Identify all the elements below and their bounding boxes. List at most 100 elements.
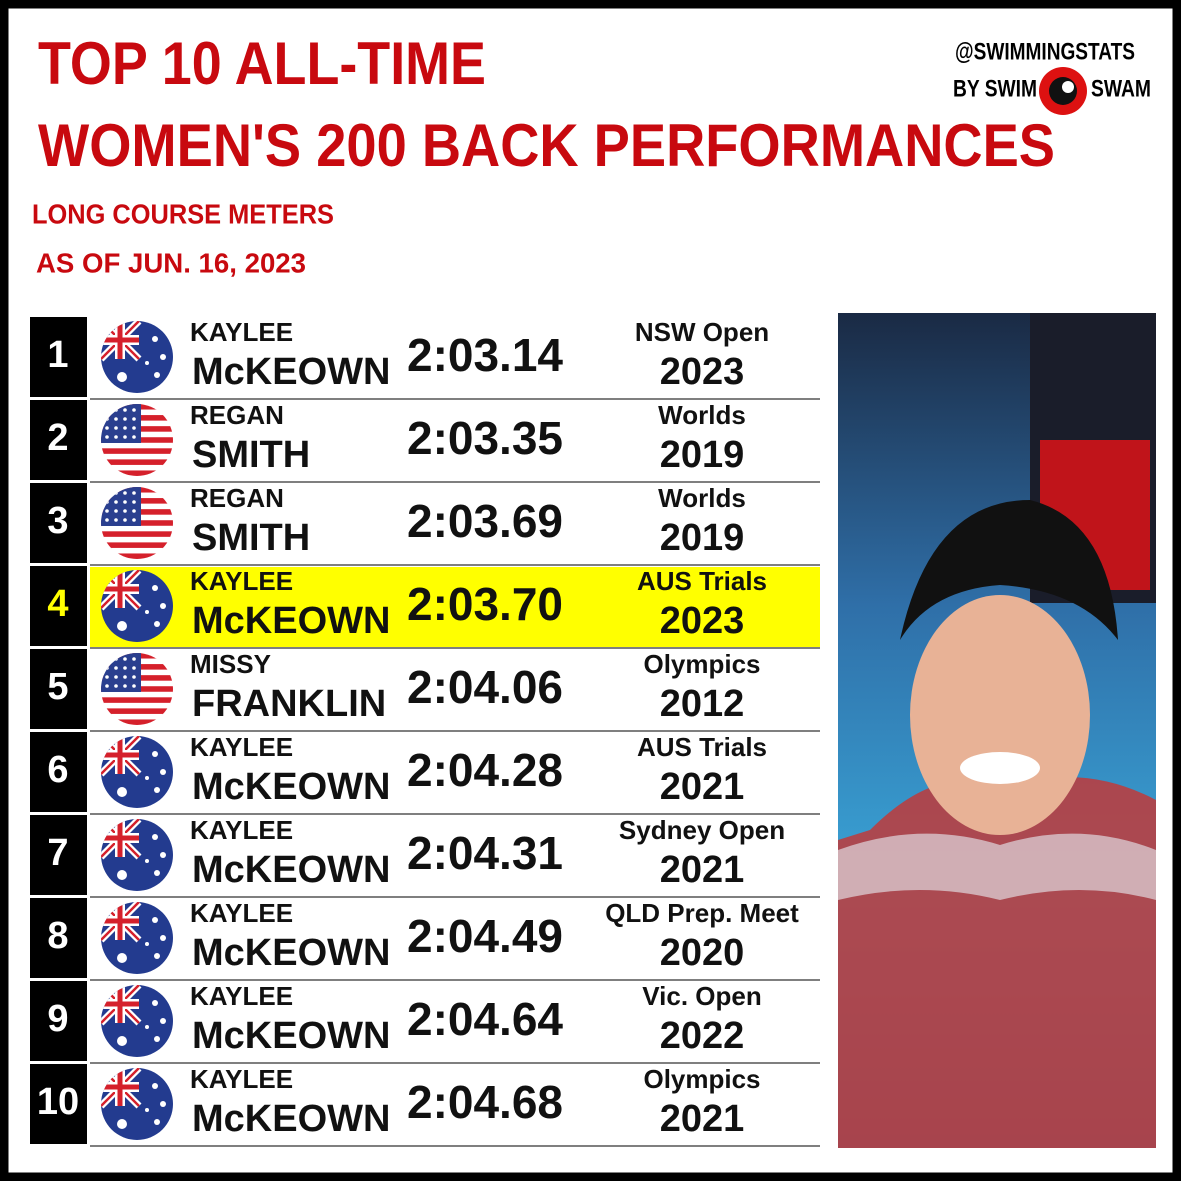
flag-star xyxy=(114,509,118,513)
flag-star xyxy=(117,953,127,963)
year: 2020 xyxy=(660,932,745,974)
flag-star xyxy=(132,666,136,670)
meet: Sydney Open xyxy=(619,815,785,845)
flag-star xyxy=(117,621,127,631)
flag-star xyxy=(114,500,118,504)
rank: 5 xyxy=(47,666,68,708)
last-name: McKEOWN xyxy=(192,351,390,393)
flag-stripe xyxy=(101,713,173,720)
meet: Worlds xyxy=(658,483,746,513)
flag-stripe xyxy=(101,442,173,449)
flag-icon xyxy=(101,653,173,725)
flag-star xyxy=(145,1025,149,1029)
row-bg xyxy=(90,899,820,979)
flag-star xyxy=(117,1119,127,1129)
flag-cross xyxy=(101,835,139,841)
rank-box xyxy=(30,732,87,812)
last-name: McKEOWN xyxy=(192,766,390,808)
flag-star xyxy=(114,426,118,430)
flag-star xyxy=(160,935,166,941)
flag-stripe xyxy=(101,453,173,460)
time: 2:03.14 xyxy=(407,329,563,381)
flag-star xyxy=(154,870,160,876)
rank: 8 xyxy=(47,915,68,957)
first-name: KAYLEE xyxy=(190,981,293,1011)
first-name: KAYLEE xyxy=(190,317,293,347)
flag-star xyxy=(132,417,136,421)
flag-star xyxy=(154,372,160,378)
flag-star xyxy=(105,435,109,439)
last-name: SMITH xyxy=(192,434,310,476)
flag-star xyxy=(160,769,166,775)
flag-stripe xyxy=(101,697,173,704)
rank: 10 xyxy=(37,1081,79,1123)
table-row: 9 KAYLEE McKEOWN 2:04.64 Vic. Open 2022 xyxy=(30,981,820,1064)
time: 2:03.35 xyxy=(407,412,563,464)
flag-icon xyxy=(101,736,173,808)
time: 2:04.64 xyxy=(407,993,563,1045)
table-row: 7 KAYLEE McKEOWN 2:04.31 Sydney Open 2021 xyxy=(30,815,820,898)
flag-star xyxy=(132,426,136,430)
flag-cross xyxy=(101,918,139,924)
flag-star xyxy=(154,787,160,793)
flag-cross xyxy=(101,1001,139,1007)
flag xyxy=(101,1068,173,1140)
rank-box xyxy=(30,483,87,563)
flag-icon xyxy=(101,321,173,393)
time: 2:04.06 xyxy=(407,661,563,713)
flag-star xyxy=(132,500,136,504)
flag-star xyxy=(117,787,127,797)
flag-stripe xyxy=(101,448,173,455)
flag-icon xyxy=(101,404,173,476)
flag-icon xyxy=(101,1068,173,1140)
rank-box xyxy=(30,1064,87,1144)
flag-icon xyxy=(101,570,173,642)
year: 2021 xyxy=(660,1098,745,1140)
flag-star xyxy=(152,1083,158,1089)
row-bg xyxy=(90,401,820,481)
logo-inner xyxy=(1049,77,1077,105)
flag-star xyxy=(132,491,136,495)
flag-stripe xyxy=(101,525,173,532)
first-name: KAYLEE xyxy=(190,566,293,596)
flag-star xyxy=(117,870,127,880)
row-bg xyxy=(90,484,820,564)
flag-stripe xyxy=(101,470,173,476)
flag-cross xyxy=(101,1084,139,1090)
rank-box xyxy=(30,400,87,480)
flag-star xyxy=(114,684,118,688)
flag-star xyxy=(160,1101,166,1107)
flag-star xyxy=(132,518,136,522)
brand-handle: @SWIMMINGSTATS xyxy=(955,38,1135,65)
table-row: 1 KAYLEE McKEOWN 2:03.14 NSW Open 2023 xyxy=(30,317,820,400)
flag-stripe xyxy=(101,702,173,709)
table-row: 8 KAYLEE McKEOWN 2:04.49 QLD Prep. Meet 2020 xyxy=(30,898,820,981)
logo-face xyxy=(1062,81,1074,93)
first-name: KAYLEE xyxy=(190,898,293,928)
flag-star xyxy=(154,1036,160,1042)
rank: 7 xyxy=(47,832,68,874)
last-name: McKEOWN xyxy=(192,932,390,974)
flag-star xyxy=(145,361,149,365)
last-name: FRANKLIN xyxy=(192,683,386,725)
last-name: McKEOWN xyxy=(192,1098,390,1140)
title: TOP 10 ALL-TIME xyxy=(38,30,486,97)
first-name: KAYLEE xyxy=(190,815,293,845)
flag-star xyxy=(160,852,166,858)
flag-stripe xyxy=(101,691,173,698)
rank-box xyxy=(30,317,87,397)
time: 2:03.70 xyxy=(407,578,563,630)
flag-star xyxy=(123,509,127,513)
flag-star xyxy=(105,684,109,688)
flag-star xyxy=(160,354,166,360)
flag xyxy=(101,985,173,1057)
flag-star xyxy=(145,859,149,863)
flag xyxy=(101,321,173,393)
flag-star xyxy=(132,435,136,439)
flag xyxy=(101,736,173,808)
flag-star xyxy=(123,684,127,688)
rank: 4 xyxy=(47,583,68,625)
flag xyxy=(101,404,173,476)
flag-stripe xyxy=(101,719,173,725)
